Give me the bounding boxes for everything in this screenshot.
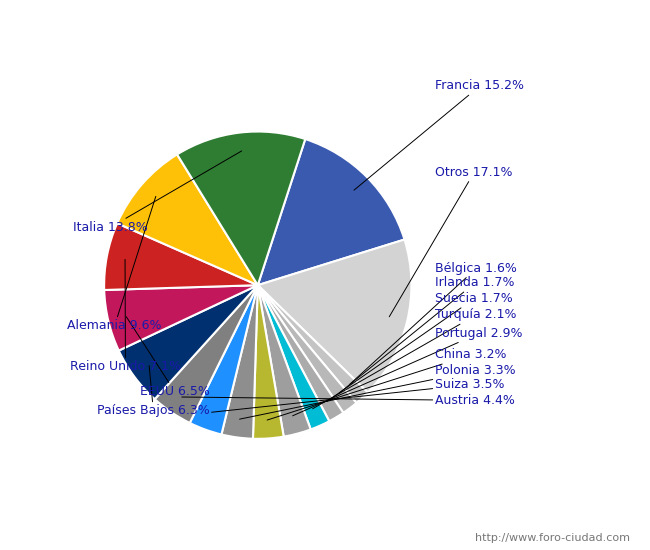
Text: Bélgica 1.6%: Bélgica 1.6% bbox=[350, 262, 517, 384]
Text: Reino Unido 7.1%: Reino Unido 7.1% bbox=[70, 260, 181, 373]
Text: http://www.foro-ciudad.com: http://www.foro-ciudad.com bbox=[476, 532, 630, 543]
Text: Sant Just Desvern - Turistas extranjeros según país - Abril de 2024: Sant Just Desvern - Turistas extranjeros… bbox=[81, 14, 569, 31]
Text: Suiza 3.5%: Suiza 3.5% bbox=[212, 378, 505, 412]
Wedge shape bbox=[258, 285, 356, 413]
Wedge shape bbox=[258, 285, 343, 421]
Text: Francia 15.2%: Francia 15.2% bbox=[354, 79, 525, 190]
Text: Polonia 3.3%: Polonia 3.3% bbox=[240, 364, 516, 419]
Text: Suecia 1.7%: Suecia 1.7% bbox=[327, 292, 514, 402]
Text: China 3.2%: China 3.2% bbox=[267, 348, 507, 420]
Wedge shape bbox=[253, 285, 283, 439]
Wedge shape bbox=[258, 139, 404, 285]
Wedge shape bbox=[104, 285, 258, 350]
Text: Irlanda 1.7%: Irlanda 1.7% bbox=[339, 276, 515, 393]
Wedge shape bbox=[222, 285, 258, 439]
Text: Italia 13.8%: Italia 13.8% bbox=[73, 151, 242, 234]
Text: Alemania 9.6%: Alemania 9.6% bbox=[67, 196, 162, 333]
Text: Países Bajos 6.3%: Países Bajos 6.3% bbox=[97, 366, 210, 417]
Wedge shape bbox=[155, 285, 258, 423]
Wedge shape bbox=[117, 155, 258, 285]
Text: EEUU 6.5%: EEUU 6.5% bbox=[126, 317, 210, 398]
Wedge shape bbox=[258, 285, 368, 403]
Wedge shape bbox=[104, 223, 258, 290]
Wedge shape bbox=[258, 285, 311, 437]
Wedge shape bbox=[177, 131, 306, 285]
Wedge shape bbox=[258, 240, 411, 393]
Wedge shape bbox=[258, 285, 330, 430]
Text: Turquía 2.1%: Turquía 2.1% bbox=[313, 309, 517, 409]
Text: Austria 4.4%: Austria 4.4% bbox=[182, 394, 515, 407]
Text: Otros 17.1%: Otros 17.1% bbox=[389, 166, 513, 317]
Wedge shape bbox=[190, 285, 258, 435]
Wedge shape bbox=[119, 285, 258, 399]
Text: Portugal 2.9%: Portugal 2.9% bbox=[292, 327, 523, 416]
